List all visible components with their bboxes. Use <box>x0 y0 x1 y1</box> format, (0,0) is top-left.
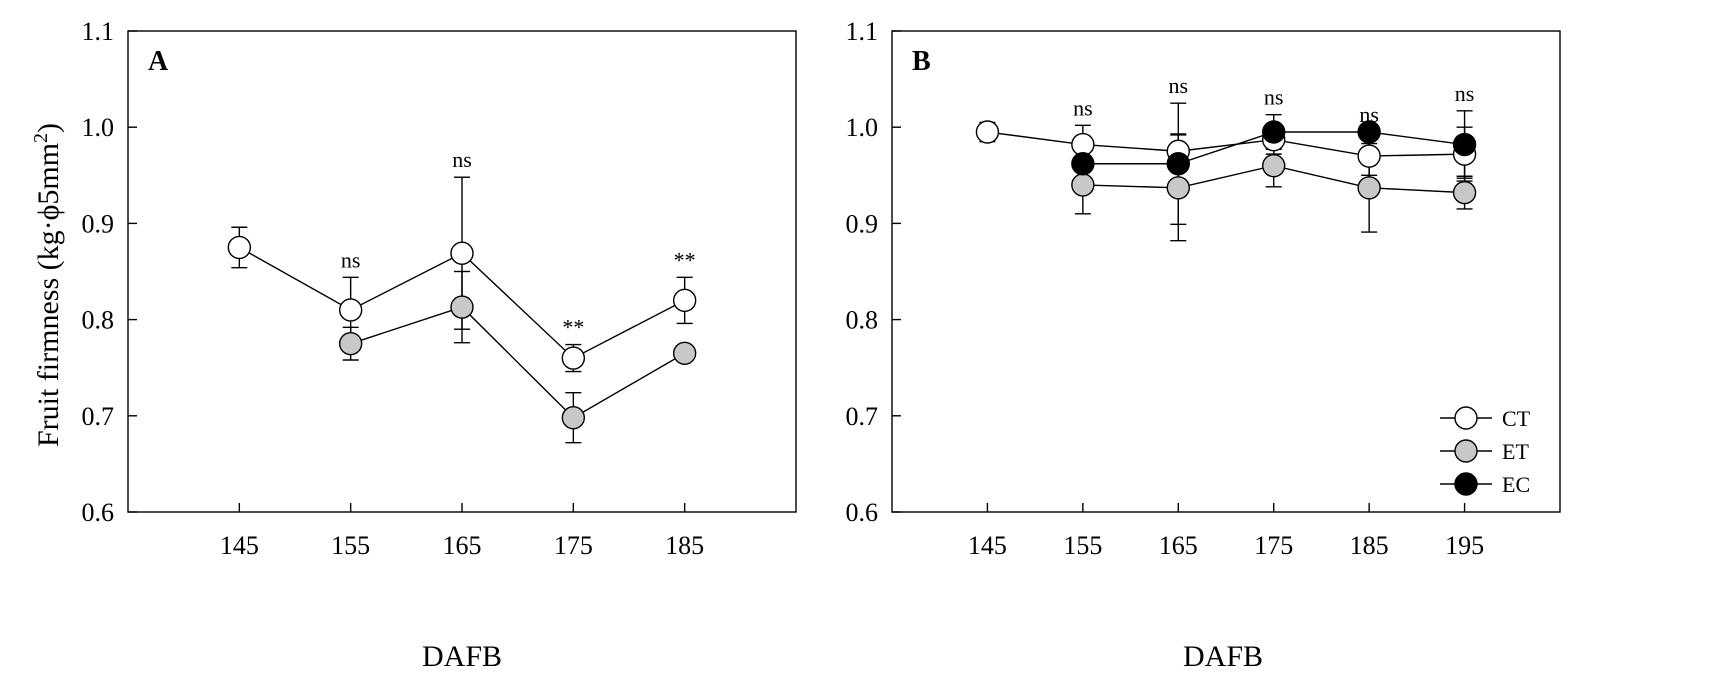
panel-b-series-ec-point <box>1357 120 1381 144</box>
legend-item-ec: EC <box>1440 472 1530 497</box>
panel-b-plot: 0.6 0.7 0.8 0.9 1.0 1.1 145 155 165 175 185 195 ns ns… <box>846 17 1561 560</box>
panel-a-significance-label: ns <box>452 147 472 172</box>
panel-b-y-tick-label: 0.6 <box>846 498 879 527</box>
panel-b-significance-label: ns <box>1073 95 1093 120</box>
panel-a-series-et-point <box>338 331 363 356</box>
panel-b-y-tick-label: 1.0 <box>846 113 879 142</box>
panel-a-series-ct-point <box>672 288 697 313</box>
panel-a-series-ct-point <box>561 346 586 370</box>
panel-a-series-et-point <box>672 341 697 365</box>
panel-b-series-ct-point <box>975 120 1000 144</box>
y-axis-title-close: ) <box>32 123 65 133</box>
panel-b-letter: B <box>912 46 931 77</box>
panel-b-significance-label: ns <box>1359 102 1379 127</box>
panel-a-x-tick-label: 145 <box>220 531 259 560</box>
panel-b-x-tick-label: 155 <box>1063 531 1102 560</box>
panel-a-series-ct-point <box>450 241 474 265</box>
panel-a-y-tick-label: 1.0 <box>82 113 115 142</box>
y-axis-title-main: Fruit firmness (kg·ϕ5mm <box>32 143 65 447</box>
panel-a-plot: 0.6 0.7 0.8 0.9 1.0 1.1 145 155 165 175 185 ns ns ** *… <box>82 17 797 560</box>
panel-a-significance-label: ns <box>341 247 361 272</box>
panel-a-y-tick-label: 0.6 <box>82 498 115 527</box>
panel-b-significance-label: ns <box>1264 85 1284 110</box>
panel-b-y-tick-label: 0.7 <box>846 402 879 431</box>
panel-a-y-tick-label: 0.7 <box>82 402 115 431</box>
panel-b-series-ct-line <box>987 131 1465 157</box>
legend-label: CT <box>1502 406 1531 431</box>
legend-label: EC <box>1502 472 1530 497</box>
panel-b-frame <box>891 30 1561 513</box>
panel-a-y-tick-label: 0.8 <box>82 306 115 335</box>
panel-b-series-et-point <box>1071 173 1095 197</box>
panel-b-x-tick-label: 195 <box>1445 531 1484 560</box>
panel-b-significance-label: ns <box>1455 81 1475 106</box>
panel-b-series-et-point <box>1166 176 1190 200</box>
panel-b-series-et-point <box>1357 176 1381 200</box>
legend-marker <box>1454 472 1478 496</box>
panel-b: 0.6 0.7 0.8 0.9 1.0 1.1 145 155 165 175 185 195 ns ns… <box>846 17 1561 673</box>
panel-a-significance-label: ** <box>674 247 696 272</box>
panel-b-x-tick-label: 175 <box>1254 531 1293 560</box>
panel-b-significance-label: ns <box>1169 73 1189 98</box>
panel-a-series-ct-point <box>227 235 252 260</box>
panel-a-series-et-point <box>561 406 586 430</box>
panel-a-x-tick-label: 185 <box>665 531 704 560</box>
panel-a-x-tick-label: 165 <box>443 531 482 560</box>
panel-b-y-tick-label: 0.8 <box>846 306 879 335</box>
panel-a: 0.6 0.7 0.8 0.9 1.0 1.1 145 155 165 175 185 ns ns ** *… <box>82 17 797 673</box>
panel-b-series-ec-point <box>1262 120 1286 144</box>
panel-a-x-axis-title: DAFB <box>422 640 502 673</box>
panel-b-series-ec-point <box>1452 132 1477 157</box>
panel-b-x-tick-label: 185 <box>1350 531 1389 560</box>
legend-item-ct: CT <box>1440 406 1531 431</box>
panel-b-series-et-point <box>1262 153 1286 178</box>
panel-a-significance-label: ** <box>562 315 584 340</box>
panel-b-series-et-point <box>1452 180 1477 205</box>
panel-a-series-et-point <box>450 295 474 319</box>
panel-a-x-tick-label: 155 <box>331 531 370 560</box>
y-axis-title-sup: 2 <box>30 133 52 143</box>
panel-b-y-tick-label: 0.9 <box>846 209 879 238</box>
panel-a-letter: A <box>148 46 169 77</box>
panel-a-series-et-line <box>350 306 686 419</box>
legend-label: ET <box>1502 439 1529 464</box>
legend-marker <box>1454 439 1478 463</box>
panel-b-x-tick-label: 165 <box>1159 531 1198 560</box>
legend-item-et: ET <box>1440 439 1529 464</box>
panel-b-x-tick-label: 145 <box>968 531 1007 560</box>
panel-a-x-tick-label: 175 <box>554 531 593 560</box>
panel-b-series-ct-point <box>1357 144 1381 168</box>
panel-a-y-tick-label: 1.1 <box>82 17 115 46</box>
legend-marker <box>1454 406 1478 430</box>
panel-b-series-ec-point <box>1166 152 1190 176</box>
panel-a-y-tick-label: 0.9 <box>82 209 115 238</box>
panel-a-series-ct-point <box>338 298 363 322</box>
panel-b-y-tick-label: 1.1 <box>846 17 879 46</box>
panel-b-series-ec-point <box>1071 152 1095 176</box>
panel-b-x-axis-title: DAFB <box>1183 640 1263 673</box>
y-axis-title: Fruit firmness (kg·ϕ5mm2) <box>30 123 65 447</box>
legend: CT ET EC <box>1440 406 1531 497</box>
